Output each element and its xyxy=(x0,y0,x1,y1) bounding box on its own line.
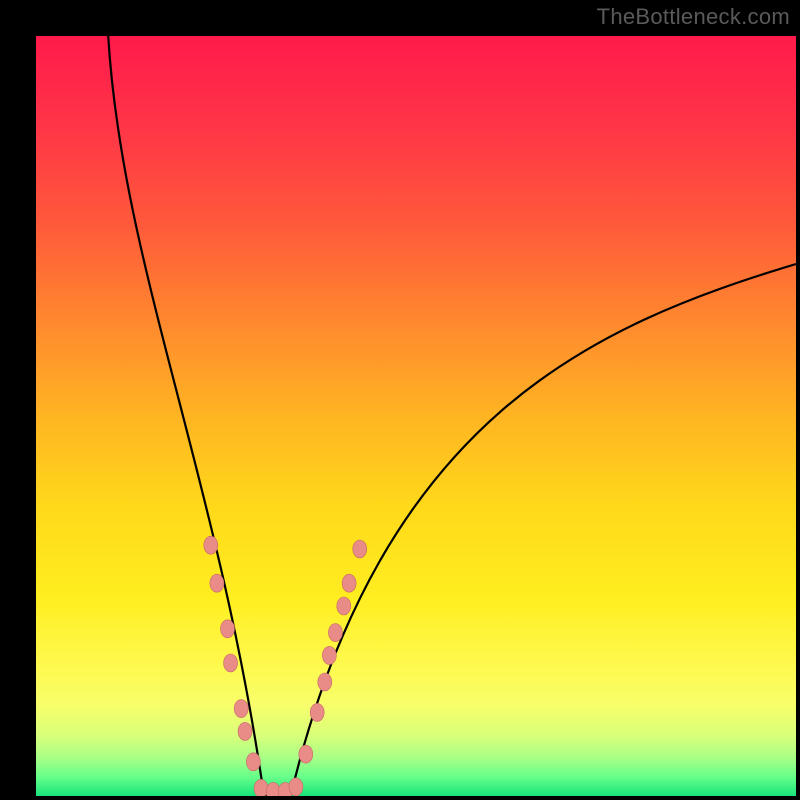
plot-area xyxy=(36,36,796,796)
curve-marker xyxy=(238,722,252,740)
curve-marker xyxy=(246,753,260,771)
curve-marker xyxy=(289,778,303,796)
curve-marker xyxy=(234,700,248,718)
curve-marker xyxy=(322,646,336,664)
curve-marker xyxy=(318,673,332,691)
curve-marker xyxy=(342,574,356,592)
curve-marker xyxy=(353,540,367,558)
curve-marker xyxy=(224,654,238,672)
curve-marker xyxy=(204,536,218,554)
curve-marker xyxy=(310,703,324,721)
curve-marker xyxy=(328,624,342,642)
curve-marker xyxy=(210,574,224,592)
curve-marker xyxy=(299,745,313,763)
curve-markers xyxy=(204,536,367,796)
curve-marker xyxy=(254,779,268,796)
curves-layer xyxy=(36,36,796,796)
chart-frame: TheBottleneck.com xyxy=(0,0,800,800)
right-curve xyxy=(291,264,796,796)
watermark-text: TheBottleneck.com xyxy=(597,4,790,30)
curve-marker xyxy=(221,620,235,638)
curve-marker xyxy=(266,782,280,796)
curve-marker xyxy=(337,597,351,615)
left-curve xyxy=(108,36,264,796)
